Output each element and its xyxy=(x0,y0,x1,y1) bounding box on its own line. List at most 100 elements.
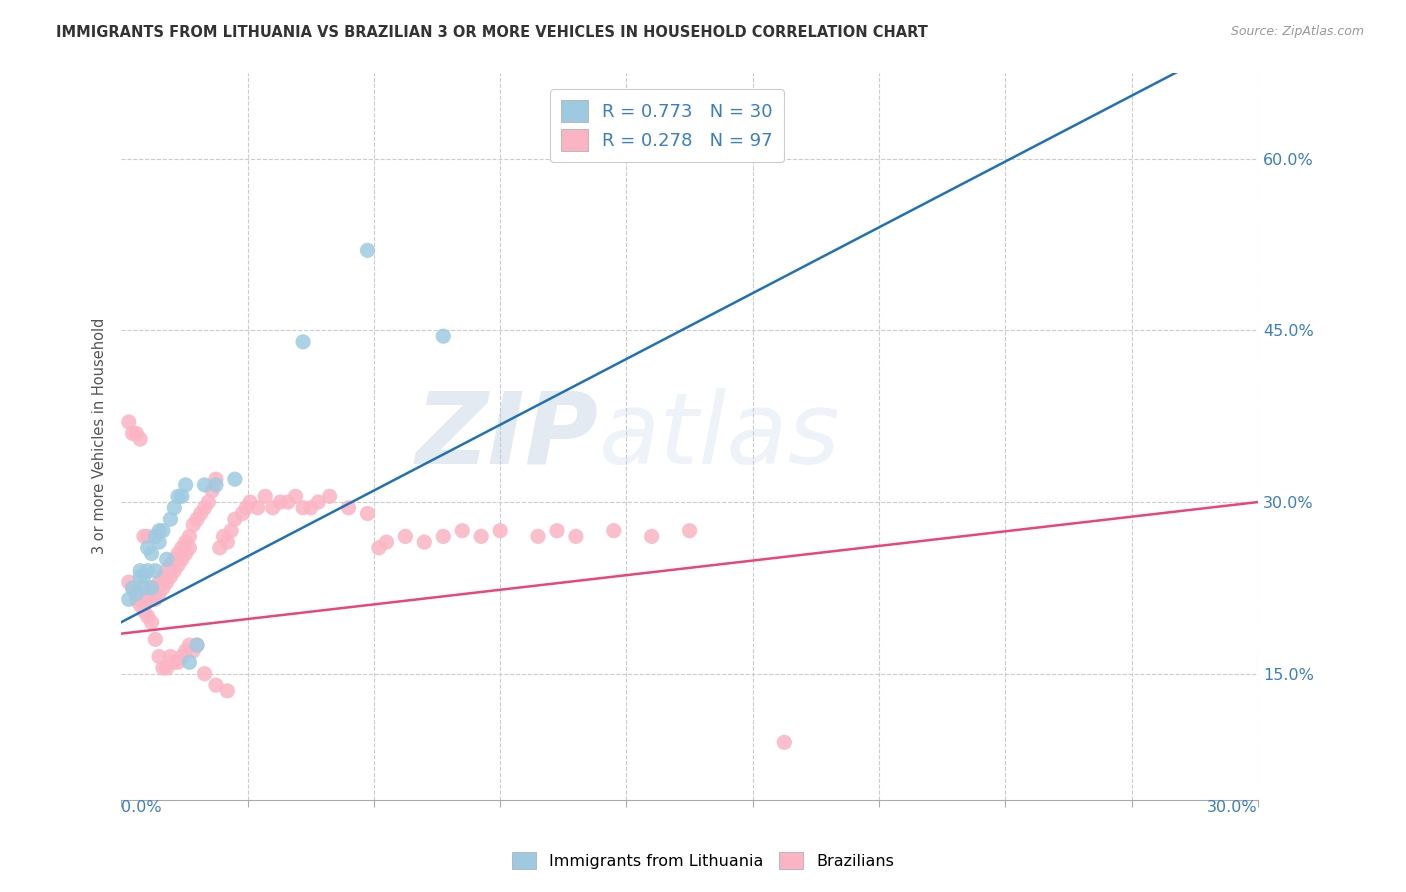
Point xyxy=(152,569,174,583)
Point xyxy=(132,569,155,583)
Point xyxy=(277,495,299,509)
Point xyxy=(470,529,492,543)
Point xyxy=(212,529,235,543)
Text: Source: ZipAtlas.com: Source: ZipAtlas.com xyxy=(1230,25,1364,38)
Point xyxy=(129,598,152,612)
Point xyxy=(299,500,322,515)
Point xyxy=(143,592,166,607)
Point xyxy=(143,529,166,543)
Point xyxy=(136,529,159,543)
Point xyxy=(143,581,166,595)
Point xyxy=(136,592,159,607)
Text: IMMIGRANTS FROM LITHUANIA VS BRAZILIAN 3 OR MORE VEHICLES IN HOUSEHOLD CORRELATI: IMMIGRANTS FROM LITHUANIA VS BRAZILIAN 3… xyxy=(56,25,928,40)
Legend: R = 0.773   N = 30, R = 0.278   N = 97: R = 0.773 N = 30, R = 0.278 N = 97 xyxy=(550,89,783,162)
Point xyxy=(170,489,193,503)
Point xyxy=(217,684,239,698)
Point xyxy=(356,507,378,521)
Point xyxy=(432,329,454,343)
Point xyxy=(163,655,186,669)
Point xyxy=(156,661,179,675)
Text: 0.0%: 0.0% xyxy=(121,799,162,814)
Point xyxy=(163,500,186,515)
Point xyxy=(143,564,166,578)
Text: atlas: atlas xyxy=(599,388,841,484)
Text: ZIP: ZIP xyxy=(416,388,599,484)
Point xyxy=(167,489,190,503)
Point xyxy=(148,575,170,590)
Point xyxy=(125,592,148,607)
Point xyxy=(132,604,155,618)
Point xyxy=(129,569,152,583)
Point xyxy=(205,472,228,486)
Point xyxy=(205,478,228,492)
Point xyxy=(179,638,201,652)
Point xyxy=(546,524,568,538)
Point xyxy=(159,649,181,664)
Point xyxy=(170,649,193,664)
Point xyxy=(194,478,217,492)
Point xyxy=(179,655,201,669)
Point xyxy=(136,609,159,624)
Point xyxy=(152,581,174,595)
Point xyxy=(118,592,141,607)
Point xyxy=(152,524,174,538)
Point xyxy=(773,735,796,749)
Point xyxy=(246,500,269,515)
Point xyxy=(129,432,152,446)
Point xyxy=(132,529,155,543)
Point xyxy=(118,415,141,429)
Point xyxy=(527,529,550,543)
Legend: Immigrants from Lithuania, Brazilians: Immigrants from Lithuania, Brazilians xyxy=(506,846,900,875)
Point xyxy=(201,483,224,498)
Point xyxy=(167,558,190,572)
Point xyxy=(432,529,454,543)
Point xyxy=(179,529,201,543)
Point xyxy=(224,512,246,526)
Point xyxy=(148,535,170,549)
Point xyxy=(125,581,148,595)
Point xyxy=(170,541,193,555)
Point xyxy=(375,535,398,549)
Point xyxy=(307,495,329,509)
Point xyxy=(132,592,155,607)
Point xyxy=(148,586,170,600)
Point xyxy=(186,638,208,652)
Point xyxy=(489,524,512,538)
Point xyxy=(136,541,159,555)
Point xyxy=(174,547,197,561)
Point xyxy=(174,478,197,492)
Point xyxy=(141,592,163,607)
Text: 30.0%: 30.0% xyxy=(1208,799,1258,814)
Point xyxy=(284,489,307,503)
Point xyxy=(194,666,217,681)
Point xyxy=(167,655,190,669)
Point xyxy=(194,500,217,515)
Point xyxy=(190,507,212,521)
Point xyxy=(219,524,242,538)
Point xyxy=(170,552,193,566)
Point xyxy=(678,524,700,538)
Point xyxy=(129,564,152,578)
Point xyxy=(121,581,143,595)
Point xyxy=(141,615,163,630)
Point xyxy=(337,500,360,515)
Point xyxy=(121,426,143,441)
Point xyxy=(152,661,174,675)
Point xyxy=(254,489,277,503)
Point xyxy=(292,500,315,515)
Point xyxy=(197,495,219,509)
Point xyxy=(159,569,181,583)
Point xyxy=(565,529,588,543)
Point xyxy=(603,524,626,538)
Point xyxy=(156,575,179,590)
Point xyxy=(163,552,186,566)
Point xyxy=(167,547,190,561)
Point xyxy=(181,518,204,533)
Point xyxy=(269,495,291,509)
Point xyxy=(148,649,170,664)
Point xyxy=(159,512,181,526)
Point xyxy=(174,644,197,658)
Point xyxy=(641,529,664,543)
Point xyxy=(125,426,148,441)
Point xyxy=(318,489,340,503)
